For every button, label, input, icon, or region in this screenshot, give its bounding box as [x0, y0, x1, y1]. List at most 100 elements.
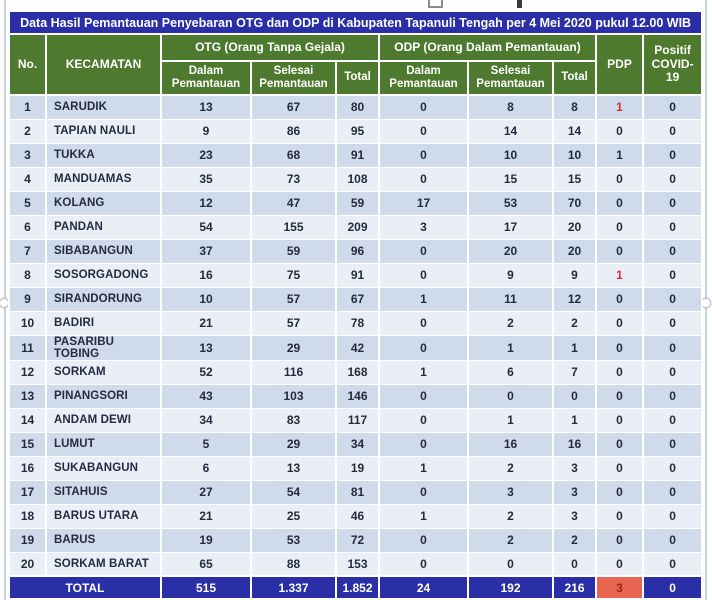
- cell-no: 20: [8, 551, 47, 577]
- table-row: 2 TAPIAN NAULI 9 86 95 0 14 14 0 0: [8, 118, 704, 144]
- cell-otg-dalam: 65: [160, 551, 252, 577]
- cell-odp-selesai: 1: [467, 334, 554, 361]
- cell-otg-dalam: 16: [160, 262, 252, 288]
- cell-otg-total: 91: [335, 262, 380, 288]
- cell-kec: SIRANDORUNG: [45, 286, 162, 312]
- col-header-otg-total: Total: [335, 60, 380, 96]
- header-sub-row: Dalam Pemantauan Selesai Pemantauan Tota…: [9, 60, 702, 96]
- cell-no: 16: [8, 455, 47, 481]
- cell-positif: 0: [641, 166, 704, 192]
- cell-pdp: 1: [595, 142, 644, 168]
- cell-otg-dalam: 12: [160, 190, 252, 216]
- cell-otg-selesai: 73: [250, 166, 337, 192]
- cell-kec: SORKAM BARAT: [45, 551, 162, 577]
- cell-pdp: 0: [595, 310, 644, 336]
- cell-no: 15: [8, 431, 47, 457]
- cell-pdp: 0: [595, 190, 644, 216]
- table-row: 13 PINANGSORI 43 103 146 0 0 0 0 0: [8, 383, 704, 409]
- cell-no: 7: [8, 238, 47, 264]
- cell-odp-selesai: 53: [467, 190, 554, 216]
- col-header-kecamatan: KECAMATAN: [45, 33, 162, 96]
- cell-otg-selesai: 67: [250, 94, 337, 120]
- cell-pdp: 0: [595, 431, 644, 457]
- cell-otg-selesai: 88: [250, 551, 337, 577]
- total-odp-dalam: 24: [378, 575, 469, 600]
- cell-kec: SUKABANGUN: [45, 455, 162, 481]
- cell-odp-selesai: 8: [467, 94, 554, 120]
- table-body: 1 SARUDIK 13 67 80 0 8 8 1 0 2 TAPIAN NAULI 9 86 95 0 14…: [8, 94, 704, 577]
- cell-odp-total: 10: [552, 142, 597, 168]
- table-row: 3 TUKKA 23 68 91 0 10 10 1 0: [8, 142, 704, 168]
- table-row: 11 PASARIBU TOBING 13 29 42 0 1 1 0 0: [8, 334, 704, 361]
- cell-odp-total: 2: [552, 310, 597, 336]
- cell-odp-dalam: 0: [378, 479, 469, 505]
- cell-odp-total: 70: [552, 190, 597, 216]
- cell-kec: ANDAM DEWI: [45, 407, 162, 433]
- cell-positif: 0: [641, 334, 704, 361]
- cell-positif: 0: [641, 551, 704, 577]
- cell-odp-total: 9: [552, 262, 597, 288]
- table-row: 1 SARUDIK 13 67 80 0 8 8 1 0: [8, 94, 704, 120]
- total-pdp: 3: [595, 575, 644, 600]
- table-row: 9 SIRANDORUNG 10 57 67 1 11 12 0 0: [8, 286, 704, 312]
- cell-odp-selesai: 6: [467, 359, 554, 385]
- cell-positif: 0: [641, 310, 704, 336]
- cell-odp-total: 0: [552, 383, 597, 409]
- cell-kec: SORKAM: [45, 359, 162, 385]
- cell-odp-selesai: 20: [467, 238, 554, 264]
- cell-kec: SIBABANGUN: [45, 238, 162, 264]
- cell-odp-dalam: 0: [378, 262, 469, 288]
- cell-pdp: 0: [595, 238, 644, 264]
- table-row: 8 SOSORGADONG 16 75 91 0 9 9 1 0: [8, 262, 704, 288]
- cell-otg-selesai: 75: [250, 262, 337, 288]
- cell-no: 11: [8, 334, 47, 361]
- cell-otg-total: 81: [335, 479, 380, 505]
- cell-odp-selesai: 3: [467, 479, 554, 505]
- cell-otg-selesai: 103: [250, 383, 337, 409]
- cell-otg-dalam: 10: [160, 286, 252, 312]
- cell-pdp: 1: [595, 262, 644, 288]
- cell-otg-selesai: 29: [250, 334, 337, 361]
- cell-otg-selesai: 59: [250, 238, 337, 264]
- cell-otg-dalam: 13: [160, 334, 252, 361]
- cell-otg-selesai: 83: [250, 407, 337, 433]
- cell-positif: 0: [641, 142, 704, 168]
- cell-odp-dalam: 0: [378, 310, 469, 336]
- cell-kec: MANDUAMAS: [45, 166, 162, 192]
- table-row: 17 SITAHUIS 27 54 81 0 3 3 0 0: [8, 479, 704, 505]
- cell-odp-total: 1: [552, 334, 597, 361]
- table-row: 7 SIBABANGUN 37 59 96 0 20 20 0 0: [8, 238, 704, 264]
- cell-odp-dalam: 0: [378, 238, 469, 264]
- cell-otg-dalam: 23: [160, 142, 252, 168]
- cell-odp-selesai: 0: [467, 383, 554, 409]
- col-header-no: No.: [8, 33, 47, 96]
- total-positif: 0: [641, 575, 704, 600]
- cell-otg-selesai: 47: [250, 190, 337, 216]
- cell-odp-selesai: 14: [467, 118, 554, 144]
- cell-otg-total: 80: [335, 94, 380, 120]
- cell-odp-total: 3: [552, 479, 597, 505]
- cell-no: 9: [8, 286, 47, 312]
- cell-positif: 0: [641, 190, 704, 216]
- cell-positif: 0: [641, 383, 704, 409]
- cell-odp-total: 14: [552, 118, 597, 144]
- table-row: 19 BARUS 19 53 72 0 2 2 0 0: [8, 527, 704, 553]
- cell-otg-selesai: 68: [250, 142, 337, 168]
- cell-positif: 0: [641, 214, 704, 240]
- cell-otg-dalam: 34: [160, 407, 252, 433]
- cell-odp-selesai: 1: [467, 407, 554, 433]
- cell-otg-total: 117: [335, 407, 380, 433]
- cell-otg-dalam: 52: [160, 359, 252, 385]
- cell-no: 6: [8, 214, 47, 240]
- cell-otg-selesai: 54: [250, 479, 337, 505]
- cell-positif: 0: [641, 503, 704, 529]
- cell-odp-dalam: 0: [378, 407, 469, 433]
- cell-pdp: 0: [595, 359, 644, 385]
- cell-kec: TAPIAN NAULI: [45, 118, 162, 144]
- cell-pdp: 1: [595, 94, 644, 120]
- cell-odp-total: 16: [552, 431, 597, 457]
- cell-otg-total: 42: [335, 334, 380, 361]
- cell-otg-total: 72: [335, 527, 380, 553]
- cell-odp-total: 20: [552, 214, 597, 240]
- cell-odp-total: 15: [552, 166, 597, 192]
